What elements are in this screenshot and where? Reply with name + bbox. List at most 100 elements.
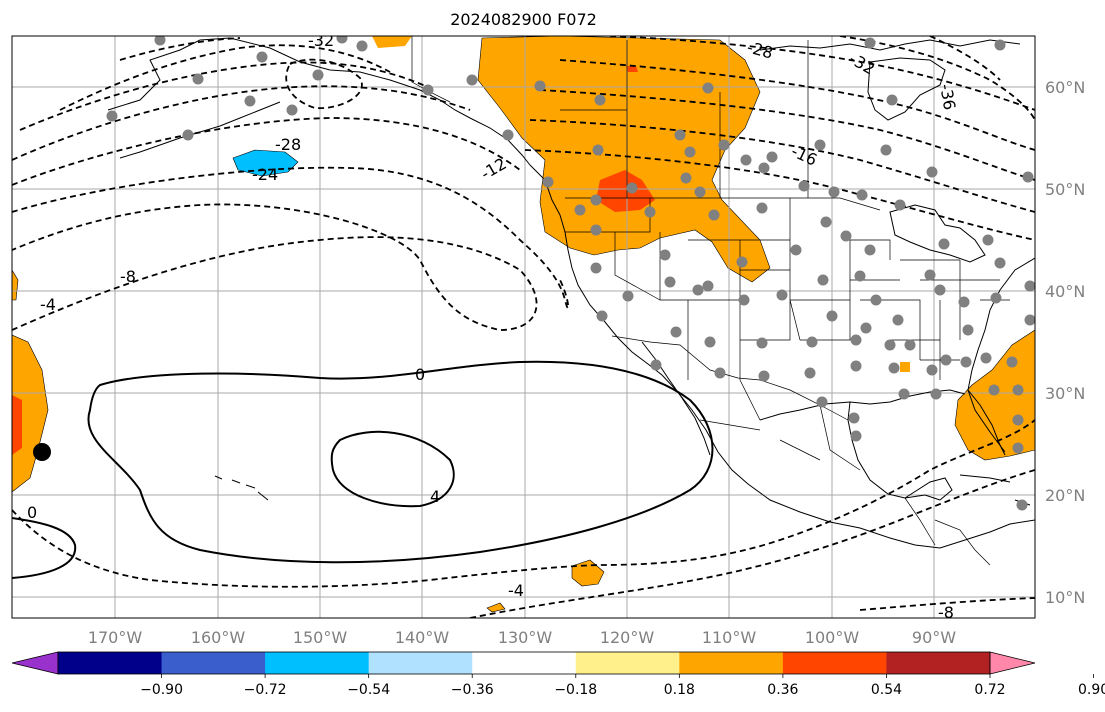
- colorbar-tick-label: −0.36: [451, 682, 494, 698]
- colorbar-extend-high: [989, 651, 1036, 675]
- station-dot: [336, 36, 348, 44]
- east-coast: [967, 257, 1035, 453]
- lat-tick: 20°N: [1045, 486, 1085, 505]
- lat-tick: 30°N: [1045, 384, 1085, 403]
- station-dot: [736, 256, 748, 268]
- station-dot: [962, 324, 974, 336]
- map-title: 2024082900 F072: [450, 10, 597, 29]
- hudson-bay: [867, 57, 946, 121]
- colorbar-segment: [161, 652, 266, 674]
- station-dot: [650, 359, 662, 371]
- station-dot: [860, 322, 872, 334]
- red-spot-north: [626, 66, 638, 72]
- station-dot: [670, 326, 682, 338]
- station-dot: [990, 292, 1002, 304]
- colorbar-segment: [575, 652, 680, 674]
- station-dot: [154, 36, 166, 46]
- station-dot: [864, 244, 876, 256]
- station-dot: [994, 39, 1006, 51]
- station-dot: [1016, 499, 1028, 511]
- station-dot: [848, 412, 860, 424]
- colorbar-tick-label: 0.72: [974, 682, 1005, 698]
- station-dot: [1024, 280, 1035, 292]
- colorbar-ticks: −0.90 −0.72 −0.54 −0.36 −0.18 0.18 0.36 0.54 0.7…: [140, 674, 1105, 698]
- station-dot: [988, 384, 1000, 396]
- alaska-coast: [107, 37, 531, 166]
- station-dot: [934, 284, 946, 296]
- central-america: [904, 497, 991, 566]
- hawaii-islands: [214, 475, 269, 501]
- station-dot: [680, 172, 692, 184]
- station-dot: [982, 234, 994, 246]
- great-lakes: [889, 204, 986, 263]
- lat-tick: 60°N: [1045, 78, 1085, 97]
- station-dot: [704, 336, 716, 348]
- contour-label: -4: [508, 581, 524, 600]
- station-dot: [926, 166, 938, 178]
- station-dot: [904, 339, 916, 351]
- colorbar-segment: [368, 652, 473, 674]
- highlighted-station: [33, 443, 51, 461]
- lon-tick: 140°W: [395, 628, 450, 647]
- station-dot: [182, 129, 194, 141]
- orange-region-top: [372, 36, 412, 48]
- station-dot: [740, 154, 752, 166]
- station-dot: [758, 162, 770, 174]
- station-dot: [828, 186, 840, 198]
- colorbar-tick-label: −0.54: [347, 682, 390, 698]
- lon-tick: 90°W: [912, 628, 956, 647]
- station-dot: [312, 69, 324, 81]
- longitude-tick-labels: 170°W 160°W 150°W 140°W 130°W 120°W 110°…: [88, 628, 956, 647]
- orange-region-northwest: [477, 36, 771, 283]
- station-dot: [790, 244, 802, 256]
- station-dot: [826, 310, 838, 322]
- alaska-canada-border: [411, 36, 451, 103]
- station-dot: [926, 364, 938, 376]
- colorbar-extend-low: [11, 651, 59, 675]
- station-dot: [888, 362, 900, 374]
- contour-label: -8: [938, 603, 954, 622]
- contour-label: -24: [252, 165, 278, 184]
- station-dot: [930, 388, 942, 400]
- station-dot: [980, 352, 992, 364]
- station-dot: [880, 144, 892, 156]
- colorbar-tick-label: 0.18: [664, 682, 695, 698]
- station-dot: [702, 280, 714, 292]
- colorbar-segment: [58, 652, 163, 674]
- colorbar-tick-label: −0.18: [554, 682, 597, 698]
- station-dot: [714, 367, 726, 379]
- contour-label: -8: [120, 267, 136, 286]
- station-dot: [766, 151, 778, 163]
- station-dot: [422, 84, 434, 96]
- station-dot: [356, 40, 368, 52]
- lon-tick: 110°W: [702, 628, 757, 647]
- station-dot: [960, 356, 972, 368]
- zero-contours: [12, 360, 714, 579]
- contour-label: -36: [936, 82, 959, 111]
- station-dot: [1012, 414, 1024, 426]
- lon-tick: 170°W: [88, 628, 143, 647]
- station-dot: [758, 370, 770, 382]
- station-dot: [814, 139, 826, 151]
- station-dot: [192, 73, 204, 85]
- station-dot: [694, 186, 706, 198]
- yucatan: [904, 477, 953, 501]
- contour-label: -28: [275, 135, 301, 154]
- station-dot: [244, 95, 256, 107]
- lon-tick: 120°W: [600, 628, 655, 647]
- station-dot: [816, 396, 828, 408]
- lat-tick: 40°N: [1045, 282, 1085, 301]
- station-dot: [664, 276, 676, 288]
- station-dot: [674, 129, 686, 141]
- colorbar-tick-label: 0.90: [1078, 682, 1105, 698]
- station-dot: [958, 296, 970, 308]
- contour-label: -32: [308, 31, 334, 50]
- latitude-tick-labels: 60°N 50°N 40°N 30°N 20°N 10°N: [1045, 78, 1085, 607]
- station-dot: [256, 51, 268, 63]
- station-dot: [850, 334, 862, 346]
- station-dot: [898, 388, 910, 400]
- station-dot: [590, 224, 602, 236]
- map-frame: [11, 35, 1036, 619]
- station-dot: [596, 310, 608, 322]
- station-dot: [892, 314, 904, 326]
